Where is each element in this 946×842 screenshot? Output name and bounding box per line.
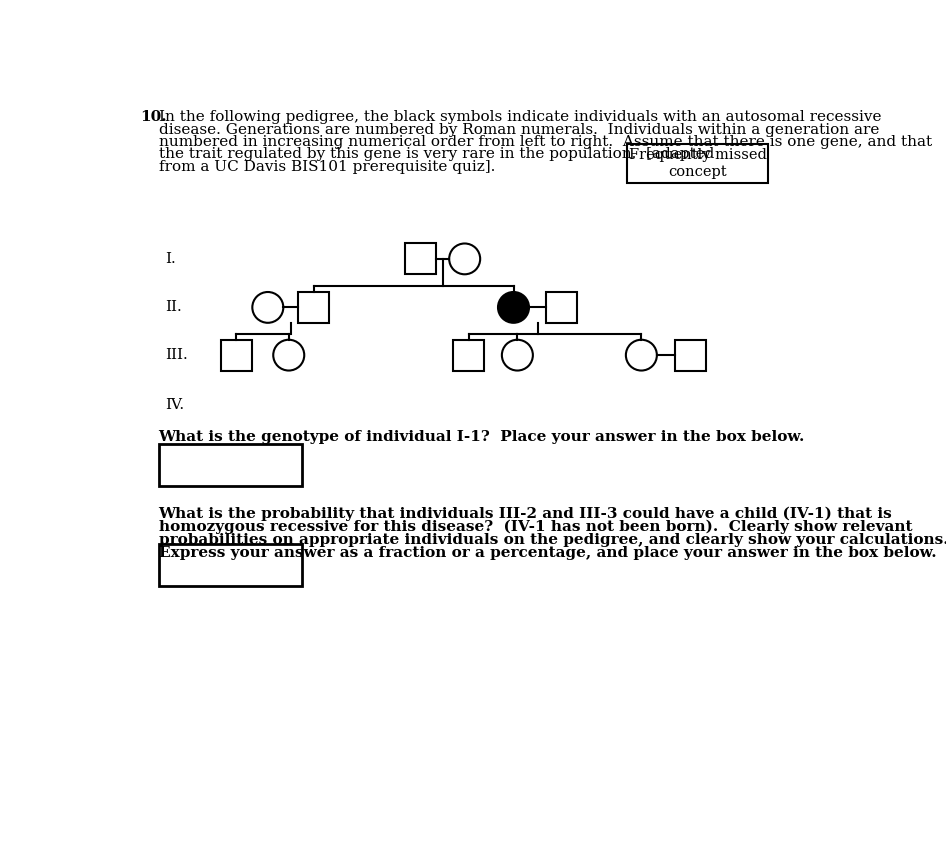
Bar	[674, 339, 706, 370]
Bar	[405, 243, 436, 274]
Text: III.: III.	[165, 348, 187, 362]
Circle shape	[253, 292, 283, 322]
Circle shape	[502, 339, 533, 370]
Bar	[159, 444, 302, 486]
Text: What is the probability that individuals III-2 and III-3 could have a child (IV-: What is the probability that individuals…	[159, 507, 892, 521]
Text: disease. Generations are numbered by Roman numerals.  Individuals within a gener: disease. Generations are numbered by Rom…	[159, 123, 879, 136]
Text: numbered in increasing numerical order from left to right.  Assume that there is: numbered in increasing numerical order f…	[159, 135, 932, 149]
Text: What is the genotype of individual I-1?  Place your answer in the box below.: What is the genotype of individual I-1? …	[159, 429, 805, 444]
Text: Frequently missed
concept: Frequently missed concept	[629, 148, 767, 179]
Circle shape	[498, 292, 529, 322]
Text: 10.: 10.	[140, 110, 166, 125]
Circle shape	[449, 243, 481, 274]
Text: IV.: IV.	[165, 398, 184, 413]
Text: the trait regulated by this gene is very rare in the population.  [adapted: the trait regulated by this gene is very…	[159, 147, 714, 161]
Text: In the following pedigree, the black symbols indicate individuals with an autoso: In the following pedigree, the black sym…	[159, 110, 881, 125]
Bar	[546, 292, 577, 322]
Circle shape	[626, 339, 657, 370]
Circle shape	[273, 339, 305, 370]
Text: probabilities on appropriate individuals on the pedigree, and clearly show your : probabilities on appropriate individuals…	[159, 533, 946, 547]
Text: II.: II.	[165, 301, 182, 314]
Bar	[627, 144, 768, 183]
Bar	[159, 544, 302, 586]
Bar	[220, 339, 252, 370]
Text: Express your answer as a fraction or a percentage, and place your answer in the : Express your answer as a fraction or a p…	[159, 546, 937, 560]
Bar	[298, 292, 329, 322]
Bar	[453, 339, 484, 370]
Text: from a UC Davis BIS101 prerequisite quiz].: from a UC Davis BIS101 prerequisite quiz…	[159, 160, 495, 173]
Text: homozygous recessive for this disease?  (IV-1 has not been born).  Clearly show : homozygous recessive for this disease? (…	[159, 520, 912, 535]
Text: I.: I.	[165, 252, 176, 266]
